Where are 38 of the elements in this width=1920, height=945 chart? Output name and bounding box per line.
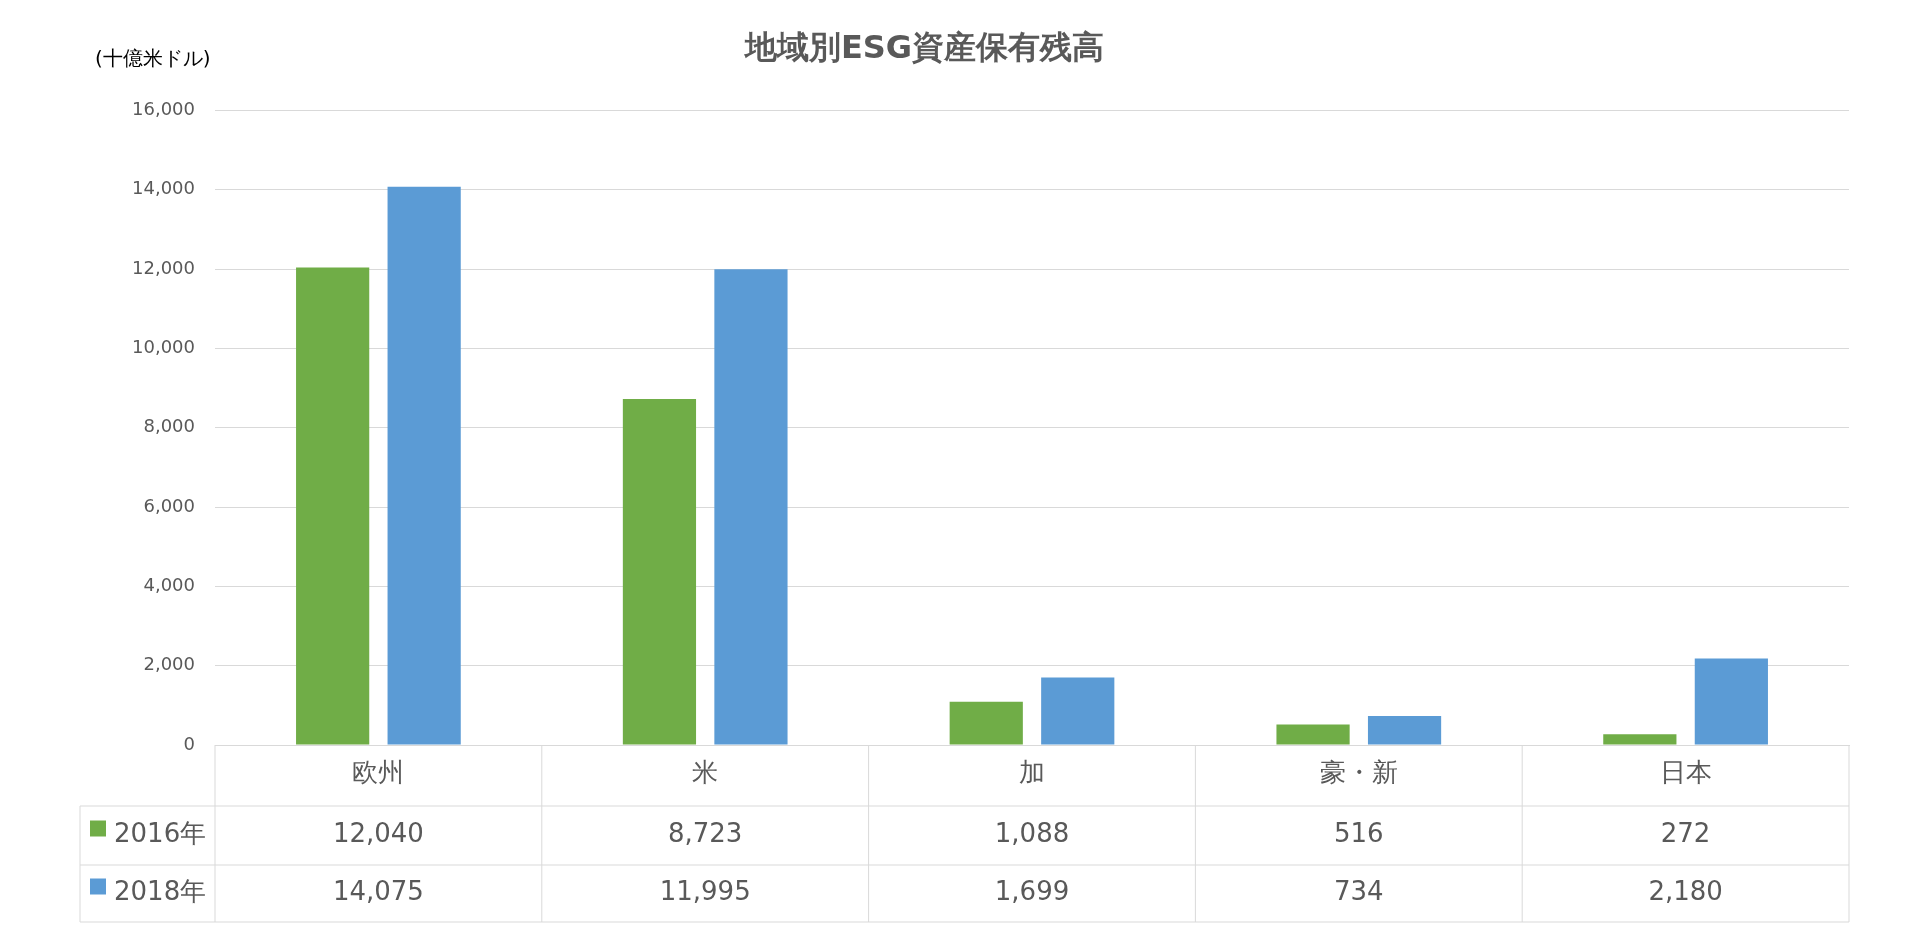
- bar: [296, 267, 370, 745]
- x-tick-label: 加: [1019, 757, 1045, 788]
- data-label: 14,075: [332, 876, 424, 907]
- bar: [1276, 724, 1350, 745]
- y-tick-label: 12,000: [132, 256, 195, 278]
- y-tick-label: 14,000: [132, 177, 195, 199]
- y-tick-label: 8,000: [143, 415, 195, 437]
- data-label: 11,995: [659, 876, 751, 907]
- bar: [949, 701, 1023, 745]
- x-tick-label: 米: [692, 757, 719, 788]
- legend-label: 2018年: [114, 876, 207, 907]
- y-tick-label: 6,000: [143, 494, 195, 516]
- bar: [714, 269, 788, 745]
- data-label: 12,040: [332, 818, 424, 849]
- bar: [622, 399, 697, 745]
- data-label: 2,180: [1648, 876, 1723, 907]
- bar: [1694, 658, 1768, 745]
- y-axis-title: (十億米ドル): [95, 46, 211, 71]
- data-label: 1,088: [994, 818, 1070, 849]
- data-label: 272: [1660, 818, 1711, 849]
- data-label: 734: [1333, 876, 1384, 907]
- x-tick-label: 日本: [1659, 757, 1712, 788]
- y-tick-label: 10,000: [132, 336, 195, 358]
- y-tick-label: 4,000: [143, 574, 195, 596]
- x-tick-label: 豪・新: [1319, 757, 1398, 788]
- y-tick-label: 16,000: [132, 98, 195, 120]
- bar: [1367, 715, 1442, 745]
- legend-label: 2016年: [114, 818, 207, 849]
- x-tick-label: 欧州: [352, 757, 405, 788]
- data-label: 516: [1333, 818, 1384, 849]
- bar: [1041, 677, 1115, 745]
- data-label: 8,723: [667, 818, 743, 849]
- data-label: 1,699: [994, 876, 1070, 907]
- bar: [387, 186, 461, 745]
- y-tick-label: 0: [183, 732, 195, 754]
- chart-title: 地域別ESG資産保有残高: [742, 27, 1105, 66]
- y-tick-label: 2,000: [143, 653, 195, 675]
- bar: [1603, 734, 1677, 745]
